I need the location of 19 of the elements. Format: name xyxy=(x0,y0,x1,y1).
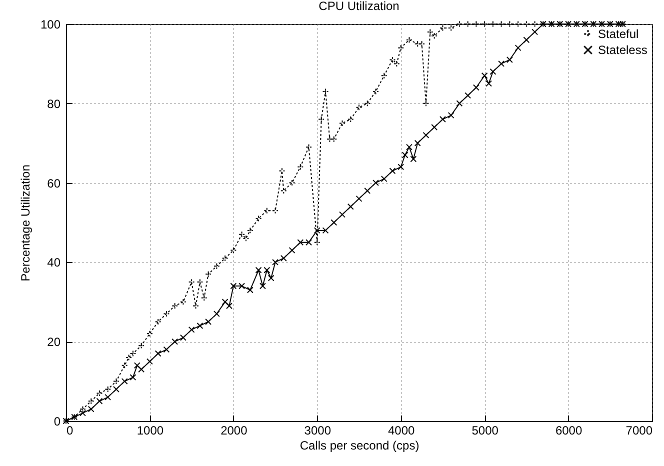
chart-title: CPU Utilization xyxy=(318,0,400,13)
x-tick-label: 1000 xyxy=(136,424,164,438)
legend-label: Stateless xyxy=(598,43,648,57)
x-tick-label: 6000 xyxy=(555,424,582,438)
y-tick-label: 100 xyxy=(40,18,61,32)
legend-label: Stateful xyxy=(598,27,639,41)
y-tick-label: 0 xyxy=(54,414,61,428)
y-tick-label: 40 xyxy=(47,256,61,270)
y-axis-title: Percentage Utilization xyxy=(18,164,32,282)
x-tick-label: 4000 xyxy=(388,424,416,438)
x-tick-label: 7000 xyxy=(626,424,653,438)
x-tick-label: 5000 xyxy=(472,424,499,438)
x-tick-label: 0 xyxy=(66,424,74,438)
y-tick-label: 80 xyxy=(47,96,61,111)
x-axis-title: Calls per second (cps) xyxy=(300,438,420,452)
x-tick-label: 3000 xyxy=(304,424,332,438)
y-tick-label: 60 xyxy=(47,176,61,190)
x-tick-label: 2000 xyxy=(220,424,248,438)
y-tick-label: 20 xyxy=(47,335,61,350)
